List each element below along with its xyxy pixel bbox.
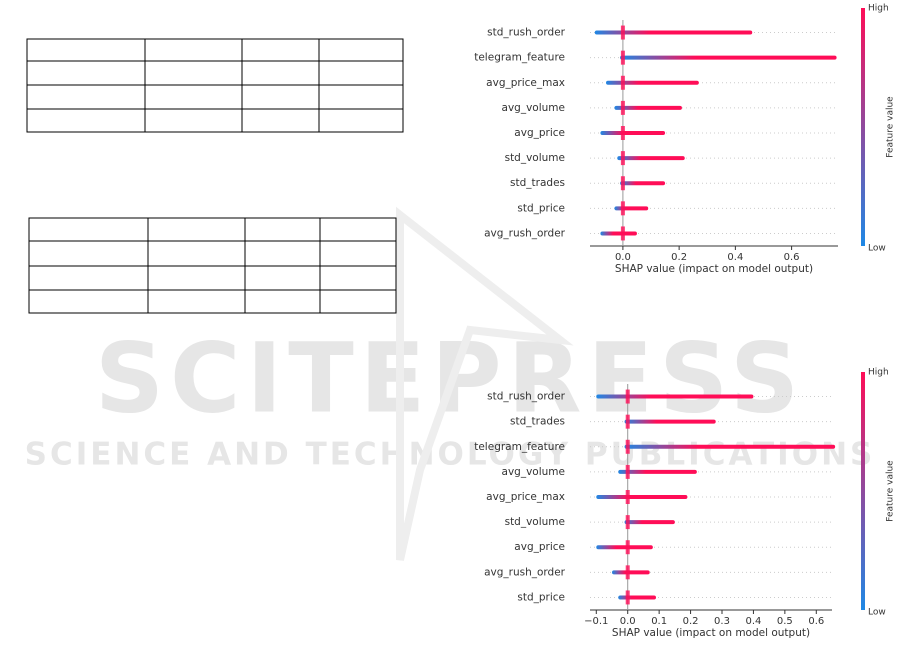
y-tick-label: std_rush_order xyxy=(487,391,566,403)
swarm-core xyxy=(620,50,625,65)
x-tick-label: 0.0 xyxy=(620,616,636,627)
swarm-core xyxy=(620,75,625,90)
x-tick-label: 0.4 xyxy=(745,616,761,627)
swarm xyxy=(618,595,656,600)
x-axis-label: SHAP value (impact on model output) xyxy=(612,627,810,639)
swarm xyxy=(596,495,688,499)
swarm-core xyxy=(625,490,630,504)
swarm xyxy=(596,545,653,550)
swarm-core xyxy=(625,464,630,479)
swarm xyxy=(624,444,836,449)
table-2 xyxy=(28,217,397,314)
swarm-core xyxy=(625,590,630,605)
y-tick-label: avg_volume xyxy=(502,466,565,478)
x-tick-label: 0.6 xyxy=(784,252,800,263)
x-tick-label: 0.1 xyxy=(651,616,667,627)
swarm xyxy=(620,55,837,60)
x-tick-label: 0.6 xyxy=(808,616,824,627)
swarm xyxy=(620,181,666,186)
x-tick-label: 0.2 xyxy=(671,252,687,263)
y-tick-label: avg_price xyxy=(514,541,565,553)
watermark-title: SCITEPRESS xyxy=(95,322,805,434)
swarm xyxy=(594,30,753,35)
y-tick-label: avg_price_max xyxy=(486,491,565,503)
x-axis-label: SHAP value (impact on model output) xyxy=(615,263,813,275)
swarm-core xyxy=(620,176,625,191)
swarm xyxy=(617,156,685,161)
y-tick-label: avg_price xyxy=(514,127,565,139)
x-tick-label: 0.2 xyxy=(683,616,699,627)
y-tick-label: avg_rush_order xyxy=(484,227,566,239)
y-tick-label: std_volume xyxy=(505,152,565,164)
x-tick-label: −0.1 xyxy=(584,616,608,627)
swarm-core xyxy=(625,414,630,429)
swarm xyxy=(624,520,675,525)
swarm xyxy=(606,80,699,85)
swarm-core xyxy=(620,126,625,140)
swarm xyxy=(600,131,666,135)
colorbar xyxy=(861,8,865,246)
y-tick-label: std_trades xyxy=(510,416,565,428)
x-tick-label: 0.5 xyxy=(777,616,793,627)
swarm xyxy=(600,231,637,236)
swarm xyxy=(618,469,697,474)
swarm-core xyxy=(620,201,625,216)
colorbar xyxy=(861,372,865,610)
swarm-core xyxy=(625,540,630,555)
x-tick-label: 0.0 xyxy=(615,252,631,263)
swarm-core xyxy=(625,565,630,580)
colorbar-high: High xyxy=(868,4,889,14)
swarm-core xyxy=(625,515,630,530)
swarm-core xyxy=(620,151,625,166)
swarm xyxy=(614,105,682,110)
colorbar-low: Low xyxy=(868,608,886,618)
swarm xyxy=(596,394,754,399)
swarm-core xyxy=(620,100,625,115)
y-tick-label: avg_price_max xyxy=(486,77,565,89)
swarm-core xyxy=(620,226,625,241)
x-tick-label: 0.4 xyxy=(727,252,743,263)
table-1 xyxy=(26,38,404,133)
y-tick-label: std_price xyxy=(517,591,565,603)
y-tick-label: std_volume xyxy=(505,516,565,528)
swarm xyxy=(614,206,649,211)
swarm xyxy=(624,419,716,424)
y-tick-label: std_rush_order xyxy=(487,27,566,39)
swarm-core xyxy=(625,439,630,454)
colorbar-low: Low xyxy=(868,244,886,254)
swarm-core xyxy=(625,389,630,404)
y-tick-label: telegram_feature xyxy=(474,441,565,453)
watermark-subtitle: SCIENCE AND TECHNOLOGY PUBLICATIONS xyxy=(25,437,876,473)
colorbar-label: Feature value xyxy=(886,460,896,522)
y-tick-label: std_trades xyxy=(510,177,565,189)
colorbar-high: High xyxy=(868,368,889,378)
swarm xyxy=(612,570,650,575)
y-tick-label: avg_rush_order xyxy=(484,566,566,578)
y-tick-label: telegram_feature xyxy=(474,52,565,64)
y-tick-label: avg_volume xyxy=(502,102,565,114)
y-tick-label: std_price xyxy=(517,202,565,214)
x-tick-label: 0.3 xyxy=(714,616,730,627)
watermark-logo xyxy=(396,206,574,561)
colorbar-label: Feature value xyxy=(886,96,896,158)
swarm-core xyxy=(620,25,625,40)
